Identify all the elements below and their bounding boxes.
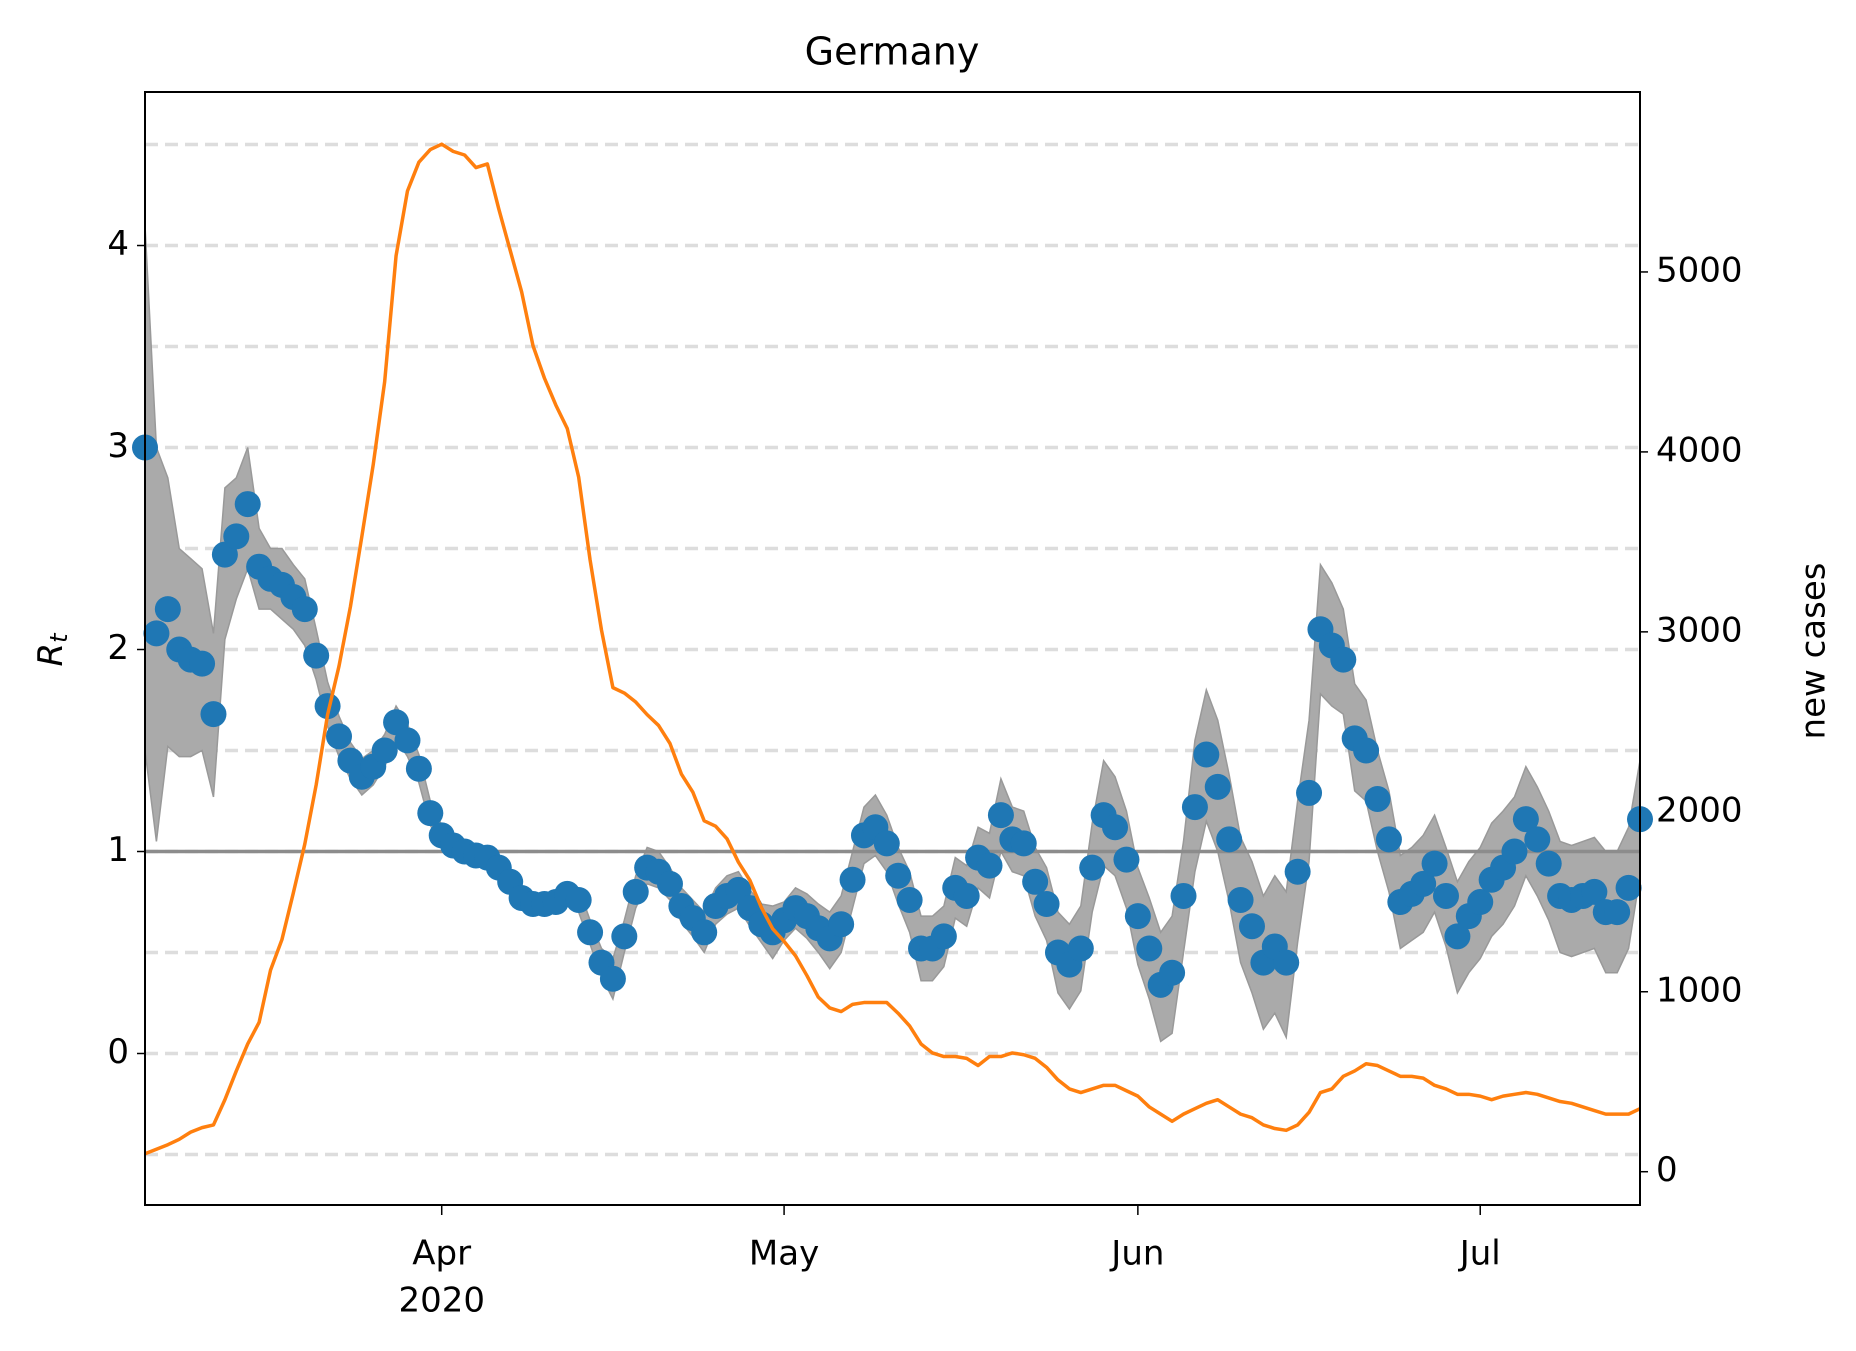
rt-point — [303, 642, 330, 669]
rt-point — [1296, 779, 1323, 806]
y-axis-label-main: R — [31, 643, 71, 667]
rt-point — [1615, 874, 1642, 901]
y-tick-label: 4 — [107, 224, 129, 264]
rt-point — [1124, 903, 1151, 930]
rt-point — [1467, 889, 1494, 916]
rt-point — [1501, 838, 1528, 865]
rt-point — [622, 878, 649, 905]
rt-point — [1022, 868, 1049, 895]
y2-tick-label: 3000 — [1656, 610, 1743, 650]
rt-point — [1353, 737, 1380, 764]
rt-point — [394, 727, 421, 754]
rt-point — [1375, 826, 1402, 853]
rt-point — [599, 965, 626, 992]
rt-point — [1181, 794, 1208, 821]
rt-point — [291, 596, 318, 623]
rt-point — [1079, 854, 1106, 881]
rt-point — [326, 723, 353, 750]
rt-point — [1364, 785, 1391, 812]
rt-point — [953, 882, 980, 909]
rt-point — [1432, 882, 1459, 909]
rt-point — [577, 919, 604, 946]
rt-point — [1102, 814, 1129, 841]
rt-point — [1330, 646, 1357, 673]
rt-point — [1170, 882, 1197, 909]
chart-title: Germany — [805, 30, 980, 74]
y-tick-label: 0 — [107, 1032, 129, 1072]
rt-point — [405, 755, 432, 782]
rt-point — [976, 852, 1003, 879]
rt-point — [896, 886, 923, 913]
x-tick-label: Jul — [1458, 1234, 1501, 1274]
rt-point — [1421, 850, 1448, 877]
rt-point — [885, 862, 912, 889]
rt-point — [1204, 773, 1231, 800]
rt-point — [234, 491, 261, 518]
y2-tick-label: 4000 — [1656, 430, 1743, 470]
cases-line — [144, 142, 1641, 1156]
rt-point — [371, 737, 398, 764]
y-tick-label: 2 — [107, 628, 129, 668]
y-axis-label-subscript: t — [45, 632, 73, 643]
rt-point — [1216, 826, 1243, 853]
rt-point — [1524, 826, 1551, 853]
y2-axis-label: new cases — [1794, 563, 1834, 740]
rt-point — [1136, 935, 1163, 962]
rt-point — [200, 701, 227, 728]
rt-point — [1444, 923, 1471, 950]
plot-frame — [144, 91, 1641, 1206]
rt-point — [1284, 858, 1311, 885]
rt-point — [691, 919, 718, 946]
rt-point — [1535, 850, 1562, 877]
rt-point — [1033, 891, 1060, 918]
y2-tick-label: 2000 — [1656, 790, 1743, 830]
rt-point — [656, 870, 683, 897]
rt-point — [1227, 886, 1254, 913]
rt-point — [1410, 870, 1437, 897]
rt-point — [828, 911, 855, 938]
rt-point — [1193, 741, 1220, 768]
rt-point — [154, 596, 181, 623]
rt-point — [839, 866, 866, 893]
rt-point — [143, 620, 170, 647]
y2-tick-label: 5000 — [1656, 250, 1743, 290]
rt-point — [565, 886, 592, 913]
y2-tick-label: 0 — [1656, 1150, 1678, 1190]
rt-point — [417, 800, 444, 827]
rt-point — [1273, 949, 1300, 976]
rt-point — [223, 523, 250, 550]
x-tick-label: May — [749, 1234, 819, 1274]
rt-point — [1238, 913, 1265, 940]
y-tick-label: 3 — [107, 426, 129, 466]
rt-point — [1159, 959, 1186, 986]
rt-point — [1604, 899, 1631, 926]
rt-point — [189, 650, 216, 677]
y-axis-label: Rt — [31, 632, 74, 667]
rt-point — [611, 923, 638, 950]
rt-point — [1512, 806, 1539, 833]
rt-point — [930, 923, 957, 950]
rt-point — [1113, 846, 1140, 873]
rt-point — [1010, 830, 1037, 857]
rt-point — [1581, 878, 1608, 905]
rt-point — [873, 830, 900, 857]
y2-tick-label: 1000 — [1656, 970, 1743, 1010]
rt-point — [1067, 935, 1094, 962]
rt-point — [314, 693, 341, 720]
x-tick-year: 2020 — [398, 1281, 485, 1321]
x-tick-label: Jun — [1109, 1234, 1164, 1274]
rt-point — [987, 802, 1014, 829]
x-tick-label: Apr — [412, 1234, 471, 1274]
y-tick-label: 1 — [107, 830, 129, 870]
